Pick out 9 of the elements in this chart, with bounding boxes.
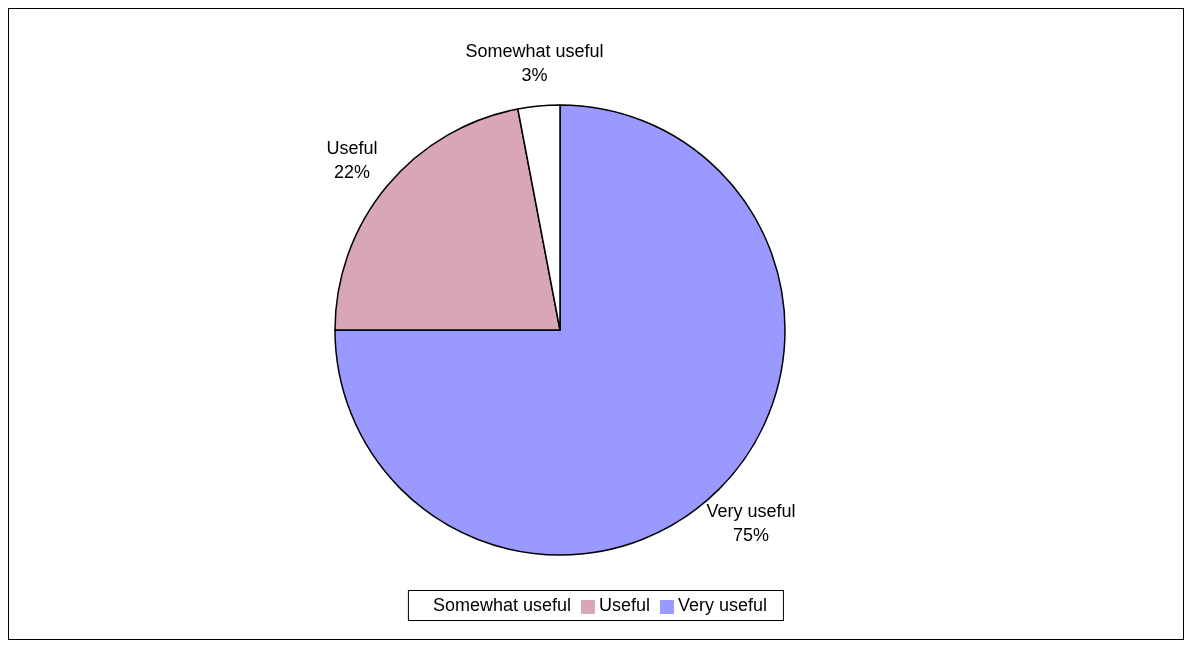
category-label: Somewhat useful bbox=[432, 595, 571, 615]
data-label: 22% bbox=[333, 161, 370, 182]
slice-label: Very useful bbox=[706, 500, 796, 521]
slice-label: Useful bbox=[326, 137, 378, 158]
legend-label: Very useful bbox=[678, 595, 768, 615]
slice-label: Somewhat useful bbox=[465, 41, 604, 62]
data-label: 3% bbox=[521, 65, 548, 86]
data-label: 75% bbox=[732, 524, 769, 545]
legend-label: Useful bbox=[598, 595, 651, 615]
